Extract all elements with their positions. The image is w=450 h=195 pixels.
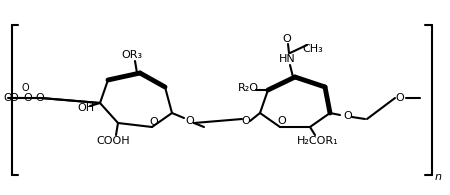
Text: R₂O: R₂O — [238, 83, 258, 93]
Text: HN: HN — [279, 54, 295, 64]
Text: n: n — [435, 172, 441, 182]
Text: O: O — [36, 93, 45, 103]
Text: O: O — [396, 93, 405, 103]
Text: OH: OH — [77, 103, 94, 113]
Text: COOH: COOH — [96, 136, 130, 146]
Text: O: O — [9, 93, 18, 103]
Text: O: O — [242, 116, 250, 126]
Text: O: O — [22, 83, 30, 93]
Text: CH₃: CH₃ — [302, 44, 324, 54]
Text: O: O — [185, 116, 194, 126]
Text: O: O — [23, 93, 32, 103]
Text: O: O — [344, 111, 352, 121]
Text: O: O — [278, 116, 286, 126]
Text: O: O — [283, 34, 292, 44]
Text: O: O — [149, 117, 158, 127]
Text: H₂COR₁: H₂COR₁ — [297, 136, 339, 146]
Text: O: O — [4, 93, 13, 103]
Text: OR₃: OR₃ — [122, 50, 143, 60]
